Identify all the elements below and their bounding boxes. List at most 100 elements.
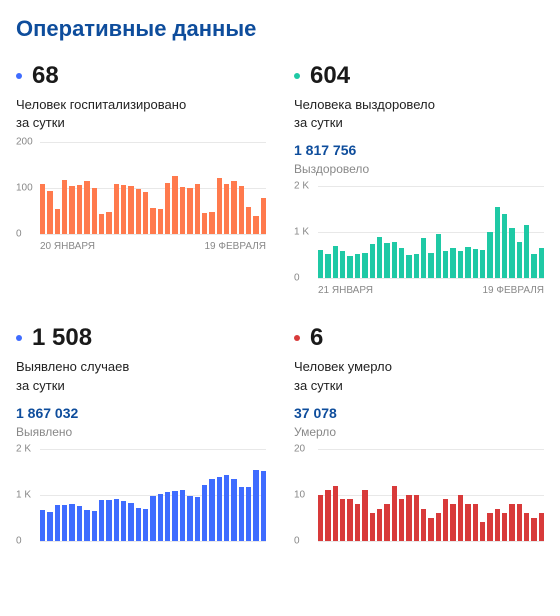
- chart-bar: [92, 511, 97, 540]
- chart-bar: [121, 185, 126, 235]
- chart-bar: [333, 486, 338, 541]
- chart-bar: [465, 247, 470, 278]
- chart-bar: [158, 494, 163, 540]
- chart-bar: [392, 486, 397, 541]
- stat-dot: [294, 335, 300, 341]
- stat-total-label: Выздоровело: [294, 162, 544, 176]
- chart-bar: [209, 479, 214, 541]
- bar-chart-deaths: 01020: [294, 449, 544, 559]
- chart-bar: [370, 244, 375, 278]
- chart-bar: [77, 185, 82, 235]
- chart-bar: [473, 504, 478, 541]
- stat-total-block: 1 817 756Выздоровело: [294, 142, 544, 176]
- chart-bar: [217, 178, 222, 234]
- chart-bar: [224, 475, 229, 540]
- chart-bar: [333, 246, 338, 278]
- stat-head: 1 508: [16, 324, 266, 352]
- stat-dot: [16, 73, 22, 79]
- chart-bar: [209, 212, 214, 235]
- chart-bar: [428, 518, 433, 541]
- chart-bar: [487, 232, 492, 278]
- chart-bar: [69, 504, 74, 541]
- chart-bar: [531, 254, 536, 279]
- chart-ytick: 200: [16, 137, 33, 148]
- chart-bar: [121, 501, 126, 541]
- chart-bar: [502, 214, 507, 278]
- chart-bar: [40, 184, 45, 235]
- chart-bar: [253, 470, 258, 540]
- stat-value: 6: [310, 324, 323, 352]
- chart-bar: [99, 214, 104, 235]
- chart-bar: [150, 496, 155, 541]
- stat-label: Человек умерлоза сутки: [294, 358, 544, 394]
- chart-bar: [509, 228, 514, 279]
- stat-label: Человек госпитализированоза сутки: [16, 96, 266, 132]
- chart-bar: [502, 513, 507, 541]
- stat-total-value: 1 867 032: [16, 405, 266, 421]
- chart-bar: [384, 243, 389, 278]
- stat-card-hosp: 68Человек госпитализированоза сутки01002…: [16, 62, 266, 296]
- chart-ytick: 1 K: [16, 489, 31, 500]
- chart-xlabel-start: 21 ЯНВАРЯ: [318, 285, 373, 296]
- chart-bar: [355, 254, 360, 279]
- chart-bar: [99, 500, 104, 541]
- chart-bar: [450, 504, 455, 541]
- chart-bar: [524, 225, 529, 278]
- chart-bar: [531, 518, 536, 541]
- chart-bar: [517, 504, 522, 541]
- chart-gridline: [40, 234, 266, 235]
- bar-chart-recov: 01 K2 K21 ЯНВАРЯ19 ФЕВРАЛЯ: [294, 186, 544, 296]
- stat-value: 604: [310, 62, 350, 90]
- chart-ytick: 2 K: [294, 181, 309, 192]
- chart-bar: [40, 510, 45, 541]
- chart-bar: [370, 513, 375, 541]
- chart-bar: [414, 254, 419, 279]
- chart-bar: [495, 207, 500, 278]
- bar-chart-cases: 01 K2 K: [16, 449, 266, 559]
- chart-bars: [40, 142, 266, 234]
- chart-bar: [436, 513, 441, 541]
- chart-bar: [47, 191, 52, 235]
- chart-bar: [347, 256, 352, 278]
- stat-label: Выявлено случаевза сутки: [16, 358, 266, 394]
- chart-ytick: 0: [16, 535, 22, 546]
- chart-bar: [195, 497, 200, 541]
- chart-bar: [136, 189, 141, 234]
- chart-bar: [172, 176, 177, 234]
- chart-ytick: 100: [16, 183, 33, 194]
- chart-bar: [539, 513, 544, 541]
- chart-bar: [325, 254, 330, 278]
- chart-bar: [428, 253, 433, 279]
- chart-bar: [392, 242, 397, 279]
- chart-bar: [406, 255, 411, 278]
- chart-bar: [355, 504, 360, 541]
- chart-bar: [47, 512, 52, 541]
- stat-total-label: Умерло: [294, 425, 544, 439]
- chart-gridline: [318, 541, 544, 542]
- chart-bar: [253, 216, 258, 234]
- chart-bar: [180, 187, 185, 234]
- stat-card-cases: 1 508Выявлено случаевза сутки1 867 032Вы…: [16, 324, 266, 558]
- chart-bar: [362, 490, 367, 541]
- chart-bar: [340, 499, 345, 540]
- chart-bar: [340, 251, 345, 279]
- chart-ytick: 0: [294, 535, 300, 546]
- page-title: Оперативные данные: [16, 16, 544, 42]
- stat-head: 6: [294, 324, 544, 352]
- chart-ytick: 2 K: [16, 443, 31, 454]
- chart-ytick: 20: [294, 443, 305, 454]
- chart-bar: [517, 242, 522, 279]
- chart-bar: [421, 238, 426, 278]
- chart-bar: [443, 251, 448, 279]
- stat-total-value: 37 078: [294, 405, 544, 421]
- chart-bar: [69, 186, 74, 234]
- chart-xlabels: 20 ЯНВАРЯ19 ФЕВРАЛЯ: [40, 241, 266, 252]
- chart-bar: [480, 250, 485, 279]
- chart-bar: [202, 485, 207, 541]
- stats-grid: 68Человек госпитализированоза сутки01002…: [16, 62, 544, 559]
- chart-bar: [239, 186, 244, 234]
- chart-gridline: [40, 541, 266, 542]
- chart-xlabels: 21 ЯНВАРЯ19 ФЕВРАЛЯ: [318, 285, 544, 296]
- stat-label: Человека выздоровелоза сутки: [294, 96, 544, 132]
- chart-bar: [114, 184, 119, 235]
